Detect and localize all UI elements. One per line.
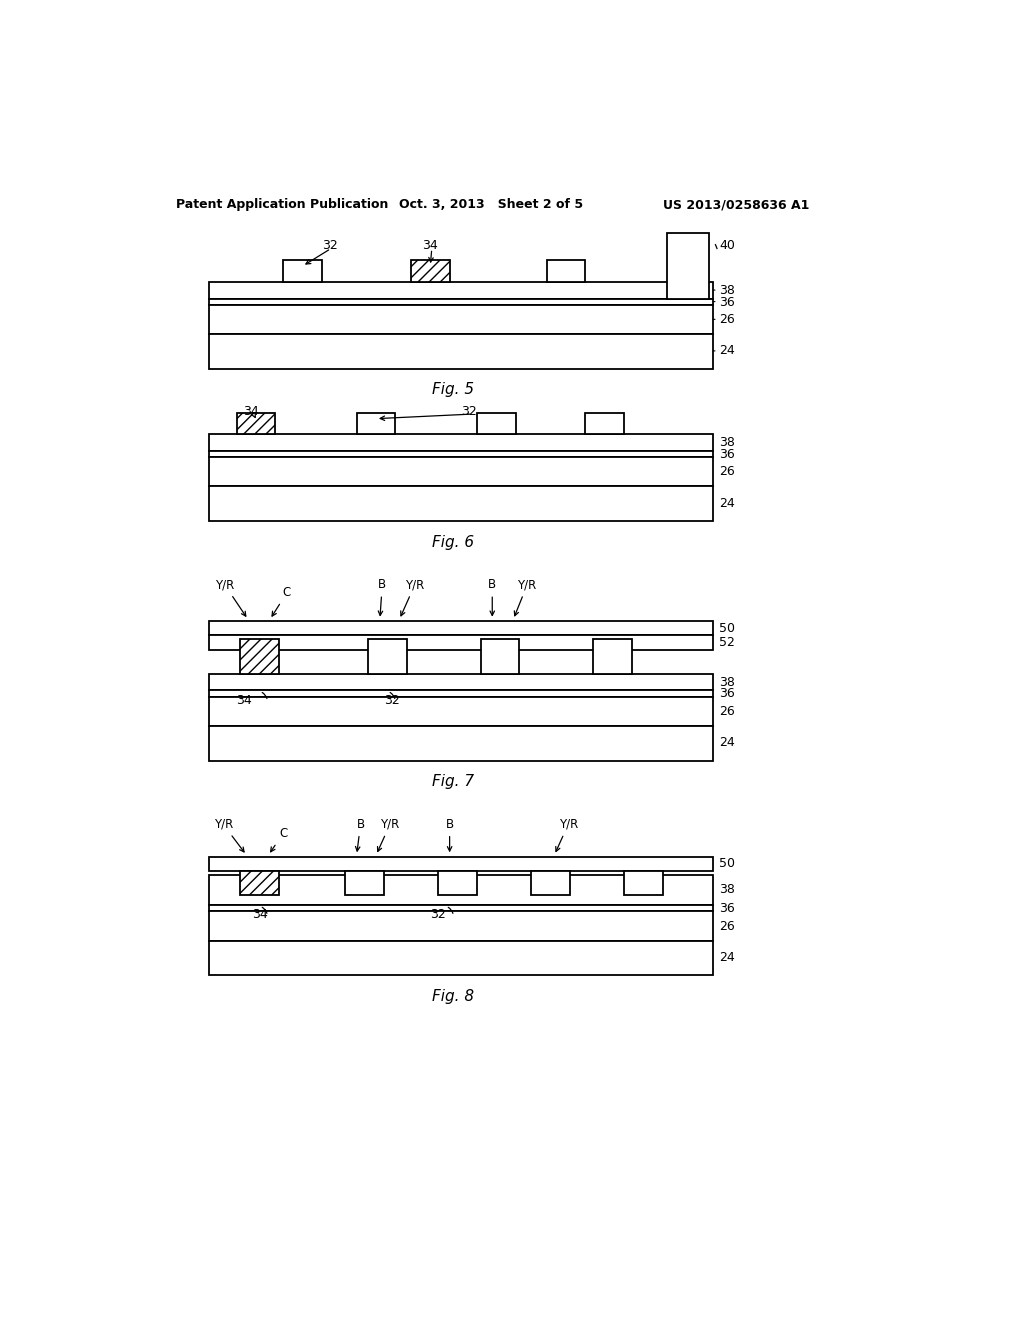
Text: 34: 34 xyxy=(423,239,438,252)
Text: 40: 40 xyxy=(719,239,735,252)
Bar xyxy=(356,412,395,434)
Text: 50: 50 xyxy=(719,857,735,870)
Text: B: B xyxy=(378,578,386,615)
Bar xyxy=(209,874,713,906)
Bar xyxy=(477,412,515,434)
Text: 36: 36 xyxy=(719,447,735,461)
Bar xyxy=(209,487,713,521)
Bar xyxy=(209,941,713,975)
Bar xyxy=(547,260,586,281)
Text: B: B xyxy=(445,818,454,851)
Bar xyxy=(209,457,713,487)
Text: 50: 50 xyxy=(719,622,735,635)
Text: Y/R: Y/R xyxy=(400,578,424,616)
Bar xyxy=(283,260,322,281)
Bar xyxy=(209,911,713,941)
Bar xyxy=(241,871,280,895)
Text: 52: 52 xyxy=(719,636,735,649)
Text: 32: 32 xyxy=(322,239,338,252)
Text: Y/R: Y/R xyxy=(214,818,244,851)
Bar xyxy=(209,697,713,726)
Text: B: B xyxy=(355,818,365,851)
Bar xyxy=(345,871,384,895)
Bar xyxy=(480,639,519,673)
Text: 24: 24 xyxy=(719,345,735,358)
Bar xyxy=(209,281,713,298)
Text: Oct. 3, 2013   Sheet 2 of 5: Oct. 3, 2013 Sheet 2 of 5 xyxy=(399,198,584,211)
Text: 36: 36 xyxy=(719,902,735,915)
Text: 34: 34 xyxy=(252,908,267,921)
Bar xyxy=(593,639,632,673)
Text: 32: 32 xyxy=(430,908,445,921)
Bar xyxy=(241,639,280,673)
Text: 38: 38 xyxy=(719,284,735,297)
Bar xyxy=(209,690,713,697)
Text: 36: 36 xyxy=(719,296,735,309)
Bar xyxy=(624,871,663,895)
Bar xyxy=(209,726,713,760)
Bar xyxy=(438,871,477,895)
Text: Y/R: Y/R xyxy=(514,578,537,615)
Text: Fig. 8: Fig. 8 xyxy=(432,989,474,1005)
Text: 26: 26 xyxy=(719,705,735,718)
Text: 34: 34 xyxy=(243,405,258,418)
Text: C: C xyxy=(272,586,291,616)
Text: 24: 24 xyxy=(719,496,735,510)
Text: 26: 26 xyxy=(719,313,735,326)
Text: 34: 34 xyxy=(237,693,252,706)
Text: 26: 26 xyxy=(719,465,735,478)
Bar xyxy=(369,639,407,673)
Bar xyxy=(411,260,450,281)
Bar xyxy=(531,871,569,895)
Bar xyxy=(209,857,713,871)
Bar xyxy=(209,906,713,911)
Text: 36: 36 xyxy=(719,686,735,700)
Bar xyxy=(209,673,713,690)
Bar xyxy=(209,451,713,457)
Text: 38: 38 xyxy=(719,676,735,689)
Text: 32: 32 xyxy=(461,405,477,418)
Bar xyxy=(209,635,713,651)
Text: Fig. 5: Fig. 5 xyxy=(432,383,474,397)
Text: 38: 38 xyxy=(719,883,735,896)
Text: Y/R: Y/R xyxy=(215,578,246,616)
Bar xyxy=(237,412,275,434)
Text: C: C xyxy=(270,828,287,851)
Text: Y/R: Y/R xyxy=(378,818,399,851)
Text: 24: 24 xyxy=(719,737,735,750)
Bar xyxy=(209,298,713,305)
Text: 26: 26 xyxy=(719,920,735,933)
Text: Fig. 6: Fig. 6 xyxy=(432,535,474,550)
Bar xyxy=(586,412,624,434)
Bar xyxy=(209,305,713,334)
Bar xyxy=(209,622,713,635)
Text: US 2013/0258636 A1: US 2013/0258636 A1 xyxy=(663,198,809,211)
Text: B: B xyxy=(488,578,497,615)
Bar xyxy=(209,434,713,451)
Text: 38: 38 xyxy=(719,436,735,449)
Text: 32: 32 xyxy=(384,693,399,706)
Bar xyxy=(209,334,713,368)
Bar xyxy=(667,234,710,298)
Text: Fig. 7: Fig. 7 xyxy=(432,775,474,789)
Text: Y/R: Y/R xyxy=(556,818,578,851)
Text: Patent Application Publication: Patent Application Publication xyxy=(176,198,388,211)
Text: 24: 24 xyxy=(719,952,735,964)
